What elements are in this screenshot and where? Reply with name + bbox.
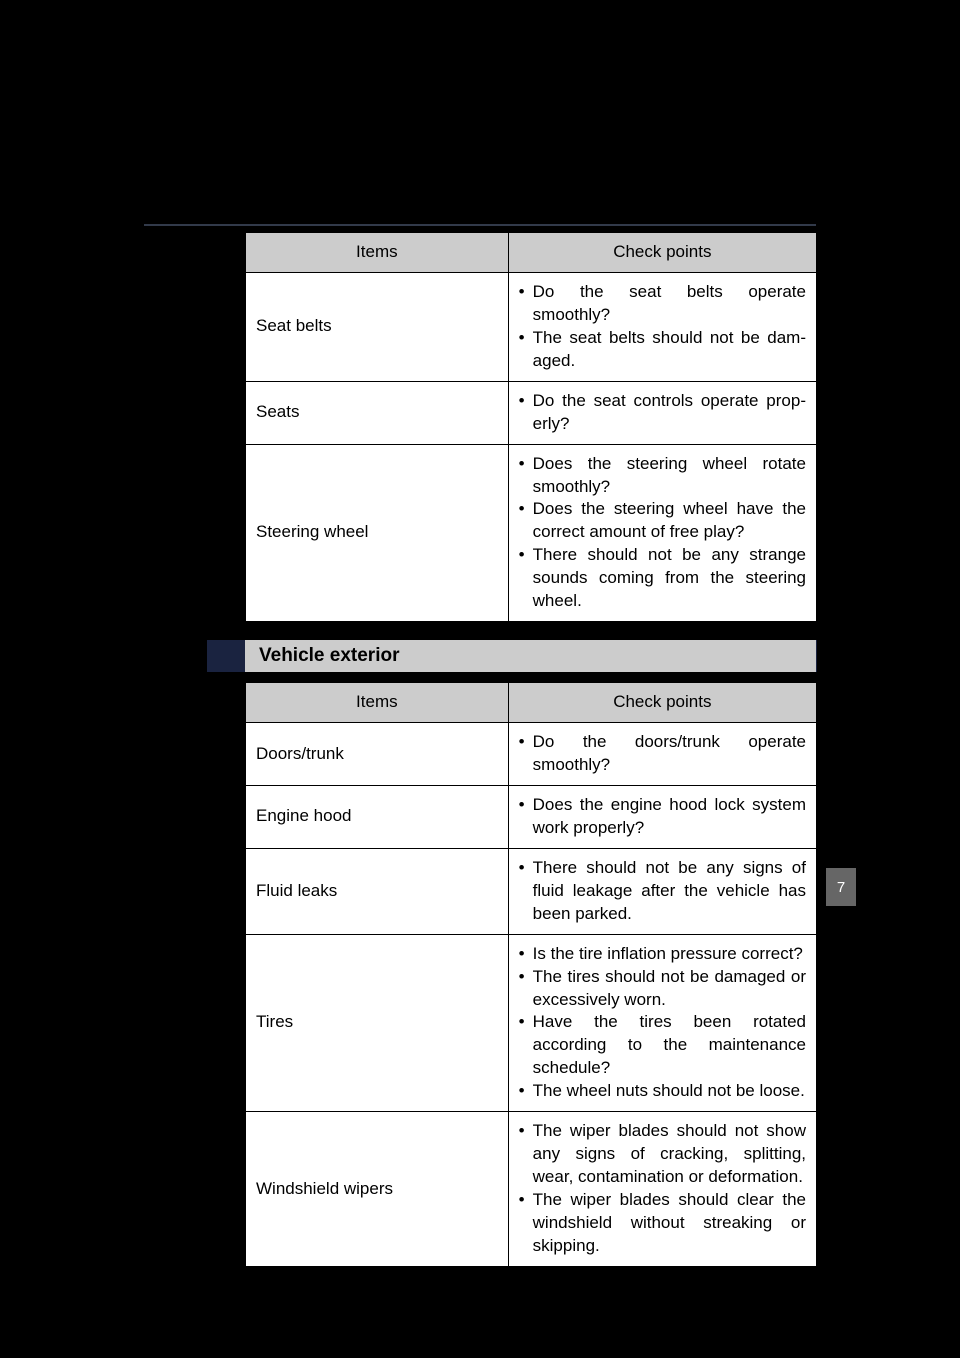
col-header-points: Check points: [508, 233, 816, 273]
points-cell: Does the engine hood lock system work pr…: [508, 785, 816, 848]
table-row: Seat belts Do the seat belts operate smo…: [246, 272, 817, 381]
checkpoint: There should not be any signs of fluid l…: [519, 857, 806, 926]
table-row: Fluid leaks There should not be any sign…: [246, 848, 817, 934]
table-vehicle-exterior: Items Check points Doors/trunk Do the do…: [245, 682, 817, 1267]
item-cell: Fluid leaks: [246, 848, 509, 934]
points-cell: Do the doors/trunk operate smoothly?: [508, 723, 816, 786]
checkpoint: Do the seat belts operate smoothly?: [519, 281, 806, 327]
col-header-items: Items: [246, 233, 509, 273]
points-cell: Is the tire inflation pressure cor­rect?…: [508, 934, 816, 1112]
checkpoint: Do the doors/trunk operate smoothly?: [519, 731, 806, 777]
item-cell: Windshield wipers: [246, 1112, 509, 1267]
item-cell: Doors/trunk: [246, 723, 509, 786]
checkpoint: The tires should not be dam­aged or exce…: [519, 966, 806, 1012]
checkpoint: Does the engine hood lock system work pr…: [519, 794, 806, 840]
points-cell: Do the seat belts operate smoothly? The …: [508, 272, 816, 381]
checkpoint: Have the tires been rotated according to…: [519, 1011, 806, 1080]
checkpoint: The wiper blades should clear the windsh…: [519, 1189, 806, 1258]
checkpoint: The seat belts should not be dam­aged.: [519, 327, 806, 373]
header-rule: [144, 224, 816, 226]
checkpoint: There should not be any strange sounds c…: [519, 544, 806, 613]
checkpoint: Do the seat controls operate prop­erly?: [519, 390, 806, 436]
table-row: Seats Do the seat controls operate prop­…: [246, 381, 817, 444]
checkpoint: Does the steering wheel rotate smoothly?: [519, 453, 806, 499]
checkpoint: The wiper blades should not show any sig…: [519, 1120, 806, 1189]
points-cell: Do the seat controls operate prop­erly?: [508, 381, 816, 444]
item-cell: Seats: [246, 381, 509, 444]
section-heading-vehicle-exterior: Vehicle exterior: [245, 640, 817, 672]
table-row: Engine hood Does the engine hood lock sy…: [246, 785, 817, 848]
checkpoint: Does the steering wheel have the correct…: [519, 498, 806, 544]
points-cell: There should not be any signs of fluid l…: [508, 848, 816, 934]
chapter-tab-label: 7: [837, 879, 845, 896]
chapter-tab: 7: [826, 868, 856, 906]
checkpoint: Is the tire inflation pressure cor­rect?: [519, 943, 806, 966]
points-cell: The wiper blades should not show any sig…: [508, 1112, 816, 1267]
item-cell: Seat belts: [246, 272, 509, 381]
table-row: Doors/trunk Do the doors/trunk operate s…: [246, 723, 817, 786]
points-cell: Does the steering wheel rotate smoothly?…: [508, 444, 816, 622]
table-header-row: Items Check points: [246, 683, 817, 723]
page-content: Items Check points Seat belts Do the sea…: [245, 232, 817, 1267]
section-heading-label: Vehicle exterior: [245, 640, 817, 672]
item-cell: Steering wheel: [246, 444, 509, 622]
item-cell: Tires: [246, 934, 509, 1112]
table-row: Steering wheel Does the steering wheel r…: [246, 444, 817, 622]
col-header-items: Items: [246, 683, 509, 723]
table-vehicle-interior-continued: Items Check points Seat belts Do the sea…: [245, 232, 817, 622]
col-header-points: Check points: [508, 683, 816, 723]
table-row: Tires Is the tire inflation pressure cor…: [246, 934, 817, 1112]
checkpoint: The wheel nuts should not be loose.: [519, 1080, 806, 1103]
item-cell: Engine hood: [246, 785, 509, 848]
table-header-row: Items Check points: [246, 233, 817, 273]
table-row: Windshield wipers The wiper blades shoul…: [246, 1112, 817, 1267]
